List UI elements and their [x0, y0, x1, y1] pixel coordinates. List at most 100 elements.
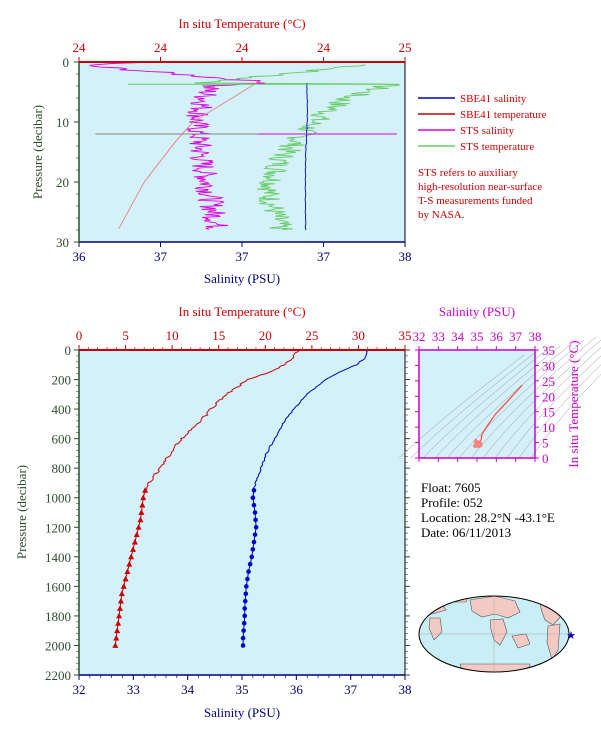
- main-salinity-point: [251, 488, 257, 493]
- world-map: ★: [418, 595, 576, 673]
- ts-temperature-tick-label: 10: [542, 420, 555, 435]
- main-salinity-point: [250, 495, 256, 501]
- main-temperature-point: [113, 634, 120, 641]
- profile-number-text: Profile: 052: [421, 495, 483, 510]
- ts-deep-point: [473, 439, 477, 443]
- main-temperature-point: [126, 561, 133, 567]
- legend: SBE41 salinity SBE41 temperature STS sal…: [418, 93, 547, 221]
- ts-salinity-tick-label: 37: [509, 329, 523, 344]
- top-panel: 36 37 37 37 38 24 24 24 24 25 0 10 20 30 In situ Temp…: [30, 16, 412, 286]
- legend-sts-salinity-label: STS salinity: [460, 125, 515, 137]
- main-temperature-point: [139, 501, 146, 508]
- main-salinity-tick-label: 35: [236, 682, 249, 697]
- main-salinity-axis-title: Salinity (PSU): [204, 705, 280, 720]
- top-salinity-tick-label: 37: [154, 249, 168, 264]
- main-pressure-tick-label: 1200: [45, 520, 71, 535]
- ts-temperature-tick-label: 20: [542, 389, 555, 404]
- main-temperature-point: [116, 612, 123, 619]
- date-text: Date: 06/11/2013: [421, 525, 511, 540]
- main-temperature-point: [122, 575, 129, 582]
- main-salinity-tick-label: 37: [344, 682, 358, 697]
- ts-density-contour: [530, 373, 601, 459]
- main-salinity-point: [243, 591, 249, 597]
- ts-temperature-tick-label: 25: [542, 374, 555, 389]
- ts-density-contour: [446, 342, 573, 459]
- ts-deep-point: [473, 444, 477, 448]
- main-temperature-point: [138, 509, 145, 515]
- main-salinity-point: [242, 606, 248, 611]
- main-salinity-point: [253, 517, 258, 523]
- main-pressure-tick-label: 1600: [45, 579, 71, 594]
- main-pressure-tick-label: 600: [52, 432, 72, 447]
- sts-note-line-1: STS refers to auxiliary: [418, 167, 518, 179]
- main-salinity-tick-label: 32: [73, 682, 86, 697]
- main-salinity-point: [241, 620, 247, 626]
- top-salinity-axis-title: Salinity (PSU): [204, 271, 280, 286]
- sbe41-temperature-line: [118, 81, 259, 230]
- main-salinity-tick-label: 34: [181, 682, 195, 697]
- main-temperature-point: [115, 620, 122, 626]
- main-temperature-point: [112, 642, 119, 648]
- ts-temperature-tick-label: 5: [542, 436, 549, 451]
- top-salinity-tick-label: 38: [399, 249, 412, 264]
- ts-salinity-tick-label: 34: [451, 329, 465, 344]
- main-series-group: [112, 349, 369, 648]
- ts-temperature-axis-title: In situ Temperature (°C): [566, 340, 581, 467]
- ts-salinity-tick-label: 33: [432, 329, 445, 344]
- top-temperature-tick-label: 25: [399, 40, 412, 55]
- ts-density-contour: [410, 351, 537, 459]
- main-temperature-point: [130, 546, 137, 552]
- main-temperature-point: [118, 590, 125, 597]
- top-pressure-axis-title: Pressure (decibar): [30, 105, 45, 199]
- ts-salinity-tick-label: 38: [529, 329, 542, 344]
- top-pressure-tick-label: 0: [63, 55, 70, 70]
- main-temperature-point: [116, 605, 123, 611]
- main-temperature-point: [131, 538, 138, 545]
- main-salinity-point: [252, 510, 258, 515]
- main-salinity-point: [249, 554, 255, 560]
- main-salinity-point: [242, 598, 248, 604]
- main-temperature-tick-label: 5: [122, 328, 129, 343]
- top-salinity-tick-label: 37: [236, 249, 250, 264]
- main-pressure-tick-label: 2000: [45, 638, 71, 653]
- location-text: Location: 28.2°N -43.1°E: [421, 510, 555, 525]
- main-salinity-point: [251, 539, 257, 545]
- main-temperature-point: [128, 553, 135, 560]
- main-salinity-point: [247, 561, 253, 567]
- main-salinity-point: [250, 547, 256, 552]
- top-plot-area: [79, 62, 405, 242]
- main-salinity-tick-label: 33: [127, 682, 140, 697]
- main-temperature-tick-label: 25: [305, 328, 318, 343]
- main-pressure-tick-label: 400: [52, 402, 72, 417]
- main-temperature-point: [120, 583, 127, 589]
- main-temperature-tick-label: 10: [166, 328, 179, 343]
- main-temperature-point: [142, 487, 149, 493]
- main-pressure-tick-label: 2200: [45, 668, 71, 683]
- top-temperature-axis-title: In situ Temperature (°C): [178, 16, 305, 31]
- sts-note-line-4: by NASA.: [418, 209, 465, 221]
- main-temperature-tick-label: 30: [352, 328, 365, 343]
- main-pressure-tick-label: 200: [52, 373, 72, 388]
- main-salinity-point: [240, 643, 246, 648]
- ts-temperature-tick-label: 30: [542, 358, 555, 373]
- main-pressure-axis-title: Pressure (decibar): [14, 465, 29, 559]
- ts-temperature-tick-label: 0: [542, 451, 549, 466]
- float-id-text: Float: 7605: [421, 480, 481, 495]
- top-pressure-tick-label: 10: [56, 115, 69, 130]
- ts-salinity-axis-title: Salinity (PSU): [439, 304, 515, 319]
- main-salinity-tick-label: 38: [399, 682, 412, 697]
- main-panel: 32 33 34 35 36 37 38 0 5 10 15 20 25 30 35 0 200 400 600 80…: [14, 304, 412, 720]
- main-plot-area: [79, 350, 405, 675]
- ts-temperature-tick-label: 15: [542, 405, 555, 420]
- main-salinity-point: [245, 576, 250, 582]
- ts-density-contour: [422, 348, 549, 459]
- top-series-group: [89, 62, 400, 231]
- main-salinity-point: [244, 584, 249, 589]
- main-temperature-point: [133, 531, 140, 538]
- top-temperature-tick-label: 24: [236, 40, 250, 55]
- map-land: [419, 596, 563, 672]
- main-temperature-point: [117, 597, 124, 604]
- top-salinity-tick-label: 36: [73, 249, 87, 264]
